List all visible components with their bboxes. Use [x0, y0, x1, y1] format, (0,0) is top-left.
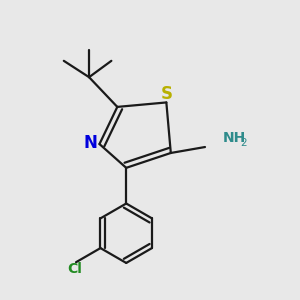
Text: S: S	[161, 85, 173, 103]
Text: N: N	[84, 134, 98, 152]
Text: NH: NH	[223, 131, 246, 145]
Text: Cl: Cl	[68, 262, 82, 276]
Text: 2: 2	[240, 138, 247, 148]
